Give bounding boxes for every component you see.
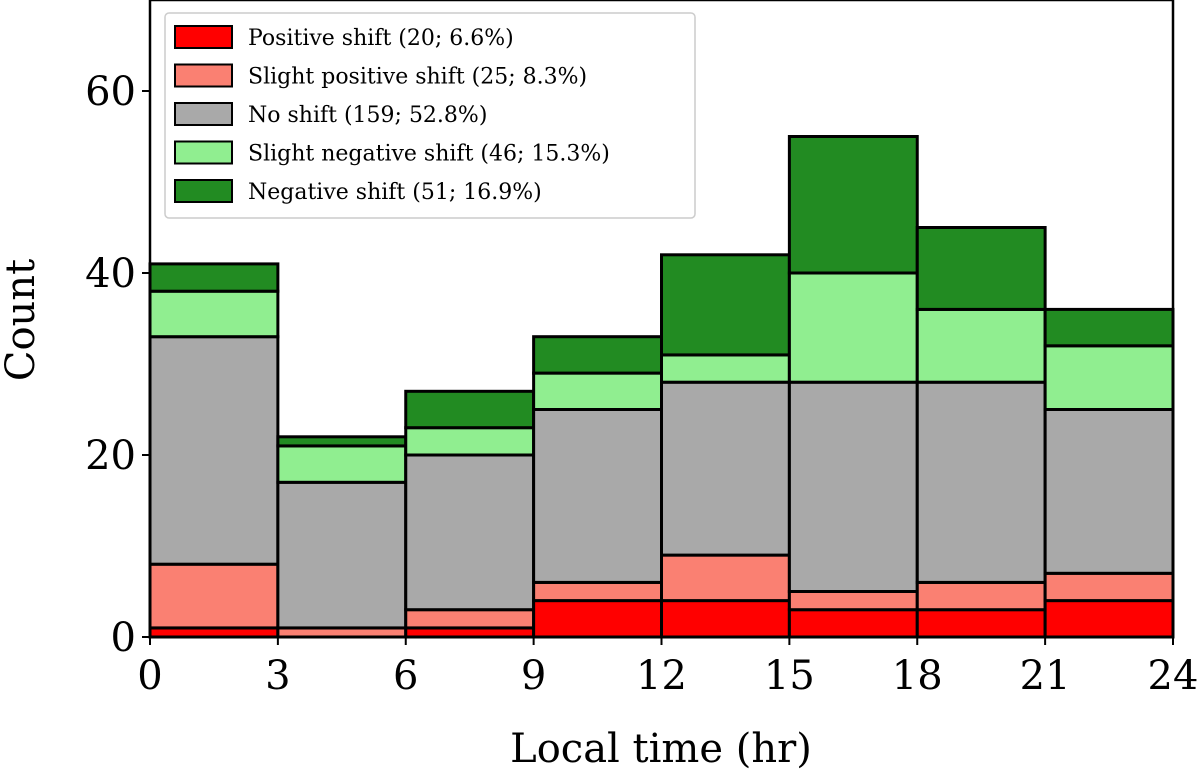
- x-tick-label: 21: [1020, 653, 1071, 699]
- bar-slight-negative-shift-21-24: [1043, 344, 1175, 411]
- bar-negative-shift-12-15: [660, 253, 791, 357]
- x-axis-label: Local time (hr): [510, 726, 812, 772]
- bars-group: [148, 135, 1175, 639]
- x-tick-label: 12: [636, 653, 687, 699]
- legend-frame: [164, 12, 696, 219]
- bar-slight-negative-shift-9-12: [532, 371, 663, 412]
- y-tick-label: 20: [85, 433, 136, 479]
- legend-swatch-no-shift: [174, 102, 233, 126]
- legend-swatch-slight-negative-shift: [174, 140, 233, 165]
- legend-label-negative-shift: Negative shift (51; 16.9%): [248, 180, 542, 205]
- legend-swatch-positive-shift: [174, 25, 233, 49]
- x-tick-label: 24: [1148, 653, 1199, 699]
- bar-no-shift-0-3: [148, 335, 280, 566]
- bar-no-shift-6-9: [404, 453, 536, 612]
- bar-slight-positive-shift-0-3: [148, 562, 280, 630]
- x-axis: 0 3 6 9 12 15 18 21 24: [137, 637, 1198, 699]
- x-tick-label: 9: [521, 653, 546, 699]
- bar-slight-negative-shift-0-3: [148, 289, 280, 339]
- bar-slight-positive-shift-15-18: [787, 590, 919, 612]
- x-tick-label: 18: [892, 653, 943, 699]
- bar-negative-shift-21-24: [1043, 307, 1175, 348]
- y-tick-label: 60: [85, 69, 136, 115]
- x-tick-label: 0: [137, 653, 162, 699]
- bar-negative-shift-18-21: [915, 226, 1047, 311]
- bar-slight-negative-shift-18-21: [915, 307, 1047, 384]
- bar-slight-positive-shift-21-24: [1043, 571, 1175, 603]
- legend-label-slight-positive-shift: Slight positive shift (25; 8.3%): [248, 65, 587, 90]
- bar-no-shift-21-24: [1043, 408, 1175, 575]
- bar-negative-shift-3-6: [276, 435, 408, 448]
- legend-label-positive-shift: Positive shift (20; 6.6%): [248, 26, 514, 51]
- bar-slight-negative-shift-6-9: [404, 426, 536, 457]
- bar-no-shift-9-12: [532, 408, 663, 584]
- x-tick-label: 15: [764, 653, 815, 699]
- bar-positive-shift-12-15: [660, 599, 791, 639]
- legend-label-no-shift: No shift (159; 52.8%): [248, 103, 487, 128]
- bar-negative-shift-6-9: [404, 389, 536, 430]
- y-tick-label: 0: [111, 615, 136, 661]
- legend-swatch-negative-shift: [174, 179, 233, 203]
- y-tick-label: 40: [85, 251, 136, 297]
- y-axis: 0 20 40 60: [85, 69, 150, 661]
- bar-no-shift-3-6: [276, 480, 408, 630]
- bar-positive-shift-9-12: [532, 599, 663, 639]
- bar-slight-positive-shift-6-9: [404, 608, 536, 630]
- legend-swatch-slight-positive-shift: [174, 63, 233, 88]
- legend-label-slight-negative-shift: Slight negative shift (46; 15.3%): [248, 142, 610, 167]
- bar-negative-shift-15-18: [787, 135, 919, 275]
- y-axis-label: Count: [0, 259, 44, 381]
- legend: Positive shift (20; 6.6%) Slight positive…: [164, 12, 696, 219]
- bar-no-shift-12-15: [660, 380, 791, 557]
- x-tick-label: 3: [265, 653, 290, 699]
- bar-slight-positive-shift-18-21: [915, 580, 1047, 612]
- bar-negative-shift-0-3: [148, 262, 280, 293]
- bar-slight-positive-shift-9-12: [532, 580, 663, 603]
- bar-slight-negative-shift-15-18: [787, 271, 919, 384]
- bar-positive-shift-21-24: [1043, 599, 1175, 639]
- bar-positive-shift-15-18: [787, 608, 919, 639]
- x-tick-label: 6: [393, 653, 418, 699]
- bar-no-shift-18-21: [915, 380, 1047, 584]
- bar-no-shift-15-18: [787, 380, 919, 594]
- bar-slight-negative-shift-3-6: [276, 444, 408, 484]
- bar-positive-shift-18-21: [915, 608, 1047, 639]
- bar-negative-shift-9-12: [532, 335, 663, 375]
- bar-slight-negative-shift-12-15: [660, 353, 791, 384]
- bar-slight-positive-shift-12-15: [660, 553, 791, 603]
